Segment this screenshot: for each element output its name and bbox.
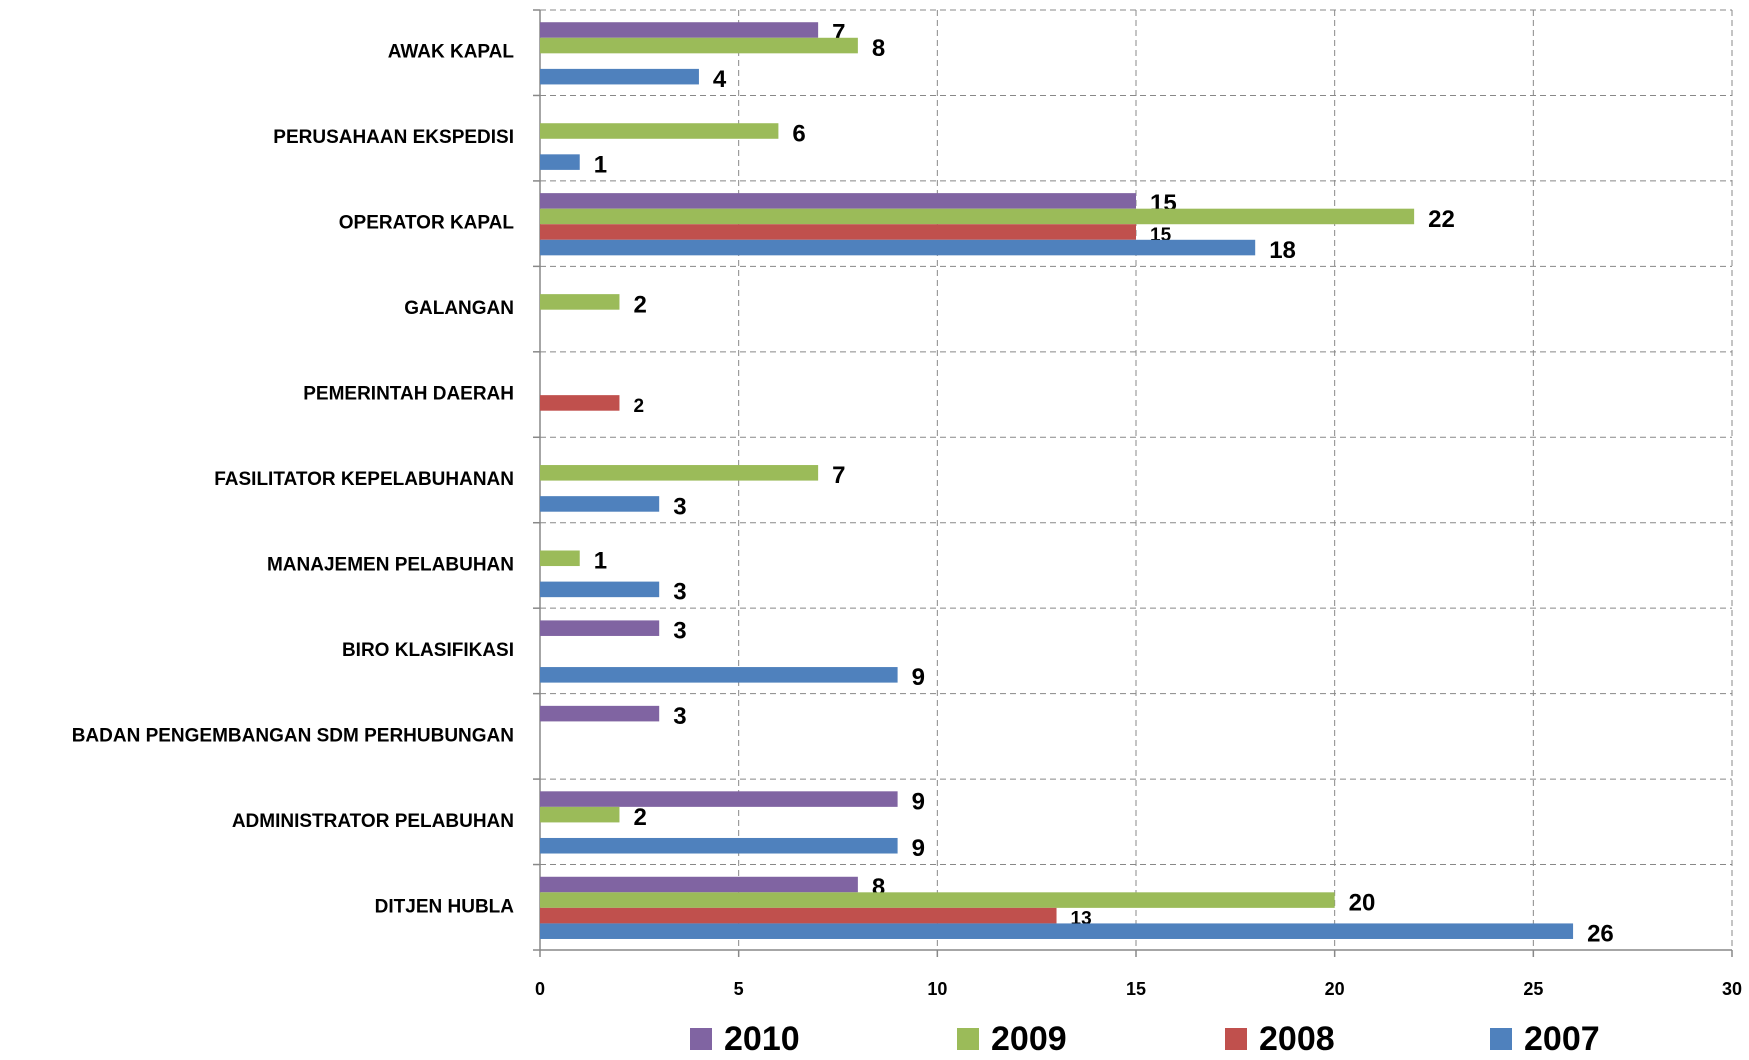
- bar: [540, 791, 898, 807]
- bar: [540, 806, 620, 823]
- value-label: 18: [1269, 237, 1296, 264]
- bar: [540, 37, 858, 54]
- value-label: 1: [594, 548, 607, 575]
- value-label: 7: [832, 462, 845, 489]
- value-label: 1: [594, 151, 607, 178]
- bar: [540, 68, 699, 85]
- bar: [540, 193, 1136, 209]
- category-label: BADAN PENGEMBANGAN SDM PERHUBUNGAN: [72, 725, 514, 746]
- bar: [540, 705, 660, 722]
- legend-label: 2007: [1524, 1020, 1600, 1058]
- value-label: 2: [633, 804, 646, 831]
- value-label: 3: [673, 618, 686, 645]
- category-label: BIRO KLASIFIKASI: [342, 640, 514, 661]
- value-label: 8: [872, 35, 885, 62]
- bar: [540, 923, 1574, 939]
- x-tick-label: 25: [1523, 979, 1543, 999]
- legend-label: 2010: [724, 1020, 800, 1058]
- value-label: 2: [633, 396, 644, 417]
- value-label: 2: [633, 291, 646, 318]
- category-label: PERUSAHAAN EKSPEDISI: [273, 127, 514, 148]
- legend-label: 2008: [1259, 1020, 1335, 1058]
- legend-swatch: [1490, 1028, 1512, 1050]
- bar: [540, 224, 1136, 240]
- category-label: AWAK KAPAL: [388, 42, 515, 63]
- bar: [540, 620, 660, 636]
- bar: [540, 239, 1256, 256]
- category-label: ADMINISTRATOR PELABUHAN: [232, 811, 514, 832]
- category-label: FASILITATOR KEPELABUHANAN: [214, 469, 514, 490]
- bar: [540, 395, 620, 411]
- value-label: 3: [673, 579, 686, 606]
- legend-swatch: [1225, 1028, 1247, 1050]
- category-label: OPERATOR KAPAL: [339, 213, 515, 234]
- value-label: 20: [1349, 889, 1376, 916]
- value-label: 4: [713, 66, 727, 93]
- value-label: 9: [912, 835, 925, 862]
- category-label: GALANGAN: [404, 298, 514, 319]
- value-label: 6: [792, 120, 805, 147]
- bar: [540, 581, 660, 598]
- value-label: 9: [912, 664, 925, 691]
- bar: [540, 892, 1335, 908]
- category-label: MANAJEMEN PELABUHAN: [267, 554, 514, 575]
- x-tick-label: 15: [1126, 979, 1146, 999]
- value-label: 22: [1428, 206, 1455, 233]
- value-label: 9: [912, 788, 925, 815]
- bar: [540, 550, 580, 567]
- value-label: 26: [1587, 921, 1614, 948]
- value-label: 3: [673, 703, 686, 730]
- bar: [540, 907, 1057, 924]
- legend-swatch: [690, 1028, 712, 1050]
- bar: [540, 876, 858, 893]
- x-tick-label: 30: [1722, 979, 1742, 999]
- bar: [540, 837, 898, 854]
- bar: [540, 294, 620, 310]
- x-tick-label: 10: [927, 979, 947, 999]
- legend-label: 2009: [991, 1020, 1067, 1058]
- bar: [540, 667, 898, 683]
- bar: [540, 154, 580, 170]
- category-label: DITJEN HUBLA: [375, 896, 515, 917]
- bar: [540, 22, 819, 38]
- x-tick-label: 20: [1325, 979, 1345, 999]
- value-label: 3: [673, 493, 686, 520]
- bar: [540, 465, 819, 481]
- bar: [540, 208, 1415, 225]
- x-tick-label: 0: [535, 979, 545, 999]
- bar: [540, 123, 779, 139]
- bar: [540, 496, 660, 512]
- category-label: PEMERINTAH DAERAH: [303, 384, 514, 405]
- x-tick-label: 5: [734, 979, 744, 999]
- legend-swatch: [957, 1028, 979, 1050]
